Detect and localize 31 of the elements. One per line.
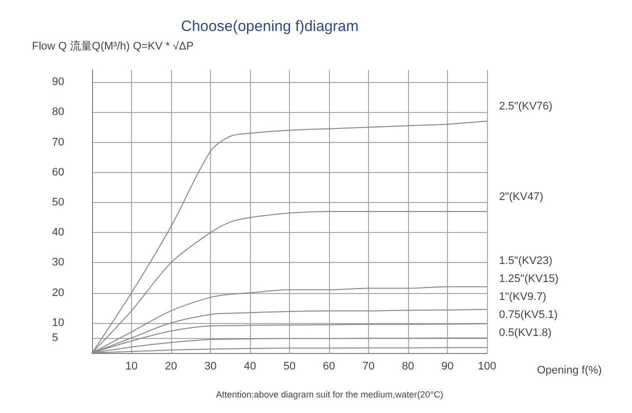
series-label: 2.5"(KV76) — [499, 100, 552, 113]
x-tick-label: 20 — [164, 360, 178, 372]
series-label: 0.75(KV5.1) — [499, 309, 558, 322]
y-tick-label: 70 — [52, 136, 64, 148]
chart-title: Choose(opening f)diagram — [181, 18, 359, 35]
y-tick-label: 90 — [52, 76, 64, 88]
y-tick-label: 50 — [52, 196, 64, 208]
y-tick-label: 80 — [52, 106, 64, 118]
text: Attention:above diagram suit for the medium,water(20°C) — [216, 390, 444, 400]
x-tick-label: 30 — [204, 360, 217, 372]
series-label: 0.5(KV1.8) — [499, 327, 552, 340]
y-tick-label: 5 — [52, 332, 58, 344]
x-tick-label: 70 — [362, 360, 375, 372]
y-tick-label: 30 — [52, 256, 64, 269]
text: 1"(KV9.7) — [499, 291, 546, 304]
x-tick-label: 40 — [244, 360, 256, 372]
y-tick-label: 20 — [52, 286, 64, 299]
text: 1.5"(KV23) — [499, 255, 552, 268]
y-axis-title: Flow Q 流量Q(M³/h) Q=KV * √ΔP — [32, 40, 194, 52]
y-tick-label: 60 — [52, 166, 64, 178]
x-tick-label: 50 — [283, 360, 296, 372]
x-tick-label: 80 — [402, 360, 414, 372]
x-tick-label: 100 — [478, 360, 496, 372]
x-tick-label: 90 — [441, 360, 454, 372]
text: 1.25"(KV15) — [499, 273, 559, 286]
x-tick-label: 60 — [322, 360, 336, 372]
series-label: 2"(KV47) — [499, 191, 544, 203]
y-tick-label: 40 — [52, 226, 64, 239]
x-tick-label: 10 — [125, 360, 138, 372]
y-tick-label: 10 — [52, 316, 64, 329]
x-axis-title: Opening f(%) — [537, 364, 602, 376]
